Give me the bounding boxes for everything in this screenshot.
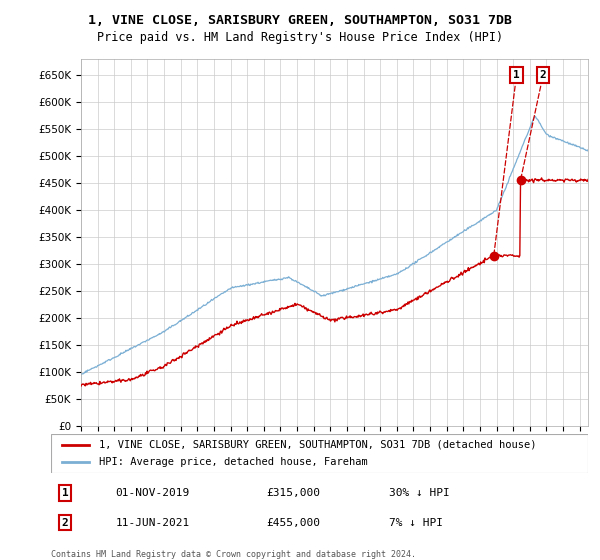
Text: 1: 1 (62, 488, 68, 498)
Text: 01-NOV-2019: 01-NOV-2019 (115, 488, 190, 498)
FancyBboxPatch shape (51, 434, 588, 473)
Text: Contains HM Land Registry data © Crown copyright and database right 2024.
This d: Contains HM Land Registry data © Crown c… (51, 550, 416, 560)
Text: 30% ↓ HPI: 30% ↓ HPI (389, 488, 450, 498)
Text: Price paid vs. HM Land Registry's House Price Index (HPI): Price paid vs. HM Land Registry's House … (97, 31, 503, 44)
Text: 2: 2 (521, 70, 547, 178)
Text: 1, VINE CLOSE, SARISBURY GREEN, SOUTHAMPTON, SO31 7DB (detached house): 1, VINE CLOSE, SARISBURY GREEN, SOUTHAMP… (100, 440, 537, 450)
Text: HPI: Average price, detached house, Fareham: HPI: Average price, detached house, Fare… (100, 457, 368, 467)
Text: 2: 2 (62, 517, 68, 528)
Text: £315,000: £315,000 (266, 488, 320, 498)
Text: 7% ↓ HPI: 7% ↓ HPI (389, 517, 443, 528)
Text: £455,000: £455,000 (266, 517, 320, 528)
Text: 1: 1 (494, 70, 520, 253)
Text: 1, VINE CLOSE, SARISBURY GREEN, SOUTHAMPTON, SO31 7DB: 1, VINE CLOSE, SARISBURY GREEN, SOUTHAMP… (88, 14, 512, 27)
Text: 11-JUN-2021: 11-JUN-2021 (115, 517, 190, 528)
